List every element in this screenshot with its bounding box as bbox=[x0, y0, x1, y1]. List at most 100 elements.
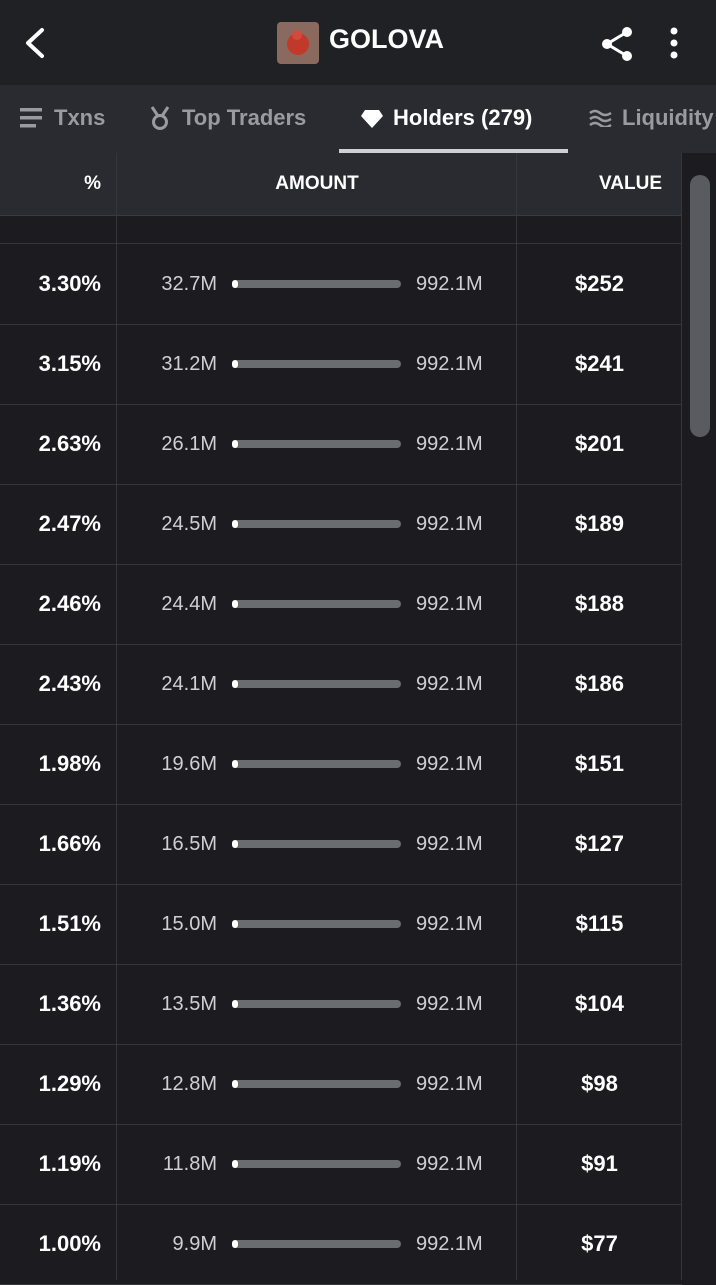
amount-bar bbox=[232, 1160, 401, 1168]
tab-bar: Txns Top Traders Holders (279) Liquidity bbox=[0, 85, 716, 153]
amount-bar-fill bbox=[232, 920, 238, 928]
amount: 24.4M bbox=[161, 593, 217, 615]
more-button[interactable] bbox=[664, 26, 684, 60]
value: $201 bbox=[575, 431, 624, 456]
column-divider bbox=[516, 153, 517, 1280]
value: $151 bbox=[575, 751, 624, 776]
holder-row: 3.30% 32.7M 992.1M $252 bbox=[0, 244, 682, 325]
holder-row: 1.19% 11.8M 992.1M $91 bbox=[0, 1124, 682, 1205]
holder-row: 1.29% 12.8M 992.1M $98 bbox=[0, 1044, 682, 1125]
percent: 1.36% bbox=[38, 991, 101, 1016]
holder-row: 1.66% 16.5M 992.1M $127 bbox=[0, 804, 682, 885]
tab[interactable]: Liquidity bbox=[622, 105, 714, 130]
back-button[interactable] bbox=[20, 26, 52, 60]
percent: 1.19% bbox=[38, 1151, 101, 1176]
value: $127 bbox=[575, 831, 624, 856]
amount-bar-fill bbox=[232, 1000, 238, 1008]
percent: 1.00% bbox=[38, 1231, 101, 1256]
amount-bar bbox=[232, 680, 401, 688]
amount-bar bbox=[232, 600, 401, 608]
total-supply: 992.1M bbox=[416, 1153, 483, 1175]
liquidity-icon bbox=[589, 109, 612, 127]
total-supply: 992.1M bbox=[416, 273, 483, 295]
value: $115 bbox=[575, 911, 624, 936]
tab-active[interactable]: Holders (279) bbox=[393, 105, 533, 130]
amount-bar-fill bbox=[232, 1160, 238, 1168]
holder-row: 2.47% 24.5M 992.1M $189 bbox=[0, 484, 682, 565]
amount-bar-fill bbox=[232, 280, 238, 288]
amount-bar bbox=[232, 760, 401, 768]
column-header: % bbox=[84, 173, 101, 194]
amount: 11.8M bbox=[162, 1153, 217, 1175]
table-header: % AMOUNT VALUE bbox=[0, 153, 682, 216]
percent: 1.66% bbox=[38, 831, 101, 856]
holder-row: 1.36% 13.5M 992.1M $104 bbox=[0, 964, 682, 1045]
amount: 13.5M bbox=[161, 993, 217, 1015]
medal-icon bbox=[150, 106, 170, 130]
amount-bar-fill bbox=[232, 360, 238, 368]
amount: 31.2M bbox=[161, 353, 217, 375]
amount-bar-fill bbox=[232, 680, 238, 688]
percent: 1.29% bbox=[38, 1071, 101, 1096]
holder-row: 1.51% 15.0M 992.1M $115 bbox=[0, 884, 682, 965]
tab[interactable]: Top Traders bbox=[182, 105, 307, 130]
amount-bar-fill bbox=[232, 600, 238, 608]
amount: 15.0M bbox=[161, 913, 217, 935]
total-supply: 992.1M bbox=[416, 433, 483, 455]
column-divider bbox=[116, 153, 117, 1280]
share-button[interactable] bbox=[598, 24, 638, 64]
value: $91 bbox=[581, 1151, 618, 1176]
diamond-icon bbox=[361, 110, 383, 128]
total-supply: 992.1M bbox=[416, 673, 483, 695]
amount-bar bbox=[232, 360, 401, 368]
percent: 3.15% bbox=[38, 351, 101, 376]
amount-bar bbox=[232, 1240, 401, 1248]
value: $77 bbox=[581, 1231, 618, 1256]
percent: 2.47% bbox=[38, 511, 101, 536]
amount: 24.5M bbox=[161, 513, 217, 535]
percent: 1.98% bbox=[38, 751, 101, 776]
amount-bar bbox=[232, 1000, 401, 1008]
amount: 24.1M bbox=[161, 673, 217, 695]
percent: 3.30% bbox=[38, 271, 101, 296]
percent: 2.63% bbox=[38, 431, 101, 456]
amount-bar bbox=[232, 520, 401, 528]
total-supply: 992.1M bbox=[416, 353, 483, 375]
partial-row bbox=[0, 215, 682, 244]
total-supply: 992.1M bbox=[416, 833, 483, 855]
scrollbar-thumb[interactable] bbox=[690, 175, 710, 437]
holder-row: 3.15% 31.2M 992.1M $241 bbox=[0, 324, 682, 405]
percent: 2.46% bbox=[38, 591, 101, 616]
amount-bar-fill bbox=[232, 1080, 238, 1088]
percent: 2.43% bbox=[38, 671, 101, 696]
tab-underline bbox=[339, 149, 568, 153]
total-supply: 992.1M bbox=[416, 1233, 483, 1255]
amount: 9.9M bbox=[172, 1233, 217, 1255]
amount-bar bbox=[232, 440, 401, 448]
token-icon bbox=[277, 22, 319, 64]
holder-row: 2.63% 26.1M 992.1M $201 bbox=[0, 404, 682, 485]
amount-bar bbox=[232, 1080, 401, 1088]
percent: 1.51% bbox=[38, 911, 101, 936]
amount: 12.8M bbox=[161, 1073, 217, 1095]
value: $98 bbox=[581, 1071, 618, 1096]
token-title: GOLOVA bbox=[329, 24, 445, 54]
amount-bar-fill bbox=[232, 1240, 238, 1248]
holder-row: 2.46% 24.4M 992.1M $188 bbox=[0, 564, 682, 645]
value: $241 bbox=[575, 351, 624, 376]
column-divider bbox=[681, 153, 682, 1280]
column-header: VALUE bbox=[599, 173, 662, 194]
amount-bar bbox=[232, 840, 401, 848]
value: $189 bbox=[575, 511, 624, 536]
total-supply: 992.1M bbox=[416, 913, 483, 935]
value: $188 bbox=[575, 591, 624, 616]
holder-row: 1.00% 9.9M 992.1M $77 bbox=[0, 1204, 682, 1285]
holder-row: 2.43% 24.1M 992.1M $186 bbox=[0, 644, 682, 725]
tab[interactable]: Txns bbox=[54, 105, 106, 130]
total-supply: 992.1M bbox=[416, 1073, 483, 1095]
total-supply: 992.1M bbox=[416, 513, 483, 535]
amount: 32.7M bbox=[161, 273, 217, 295]
top-bar: GOLOVA bbox=[0, 0, 716, 85]
amount-bar-fill bbox=[232, 760, 238, 768]
